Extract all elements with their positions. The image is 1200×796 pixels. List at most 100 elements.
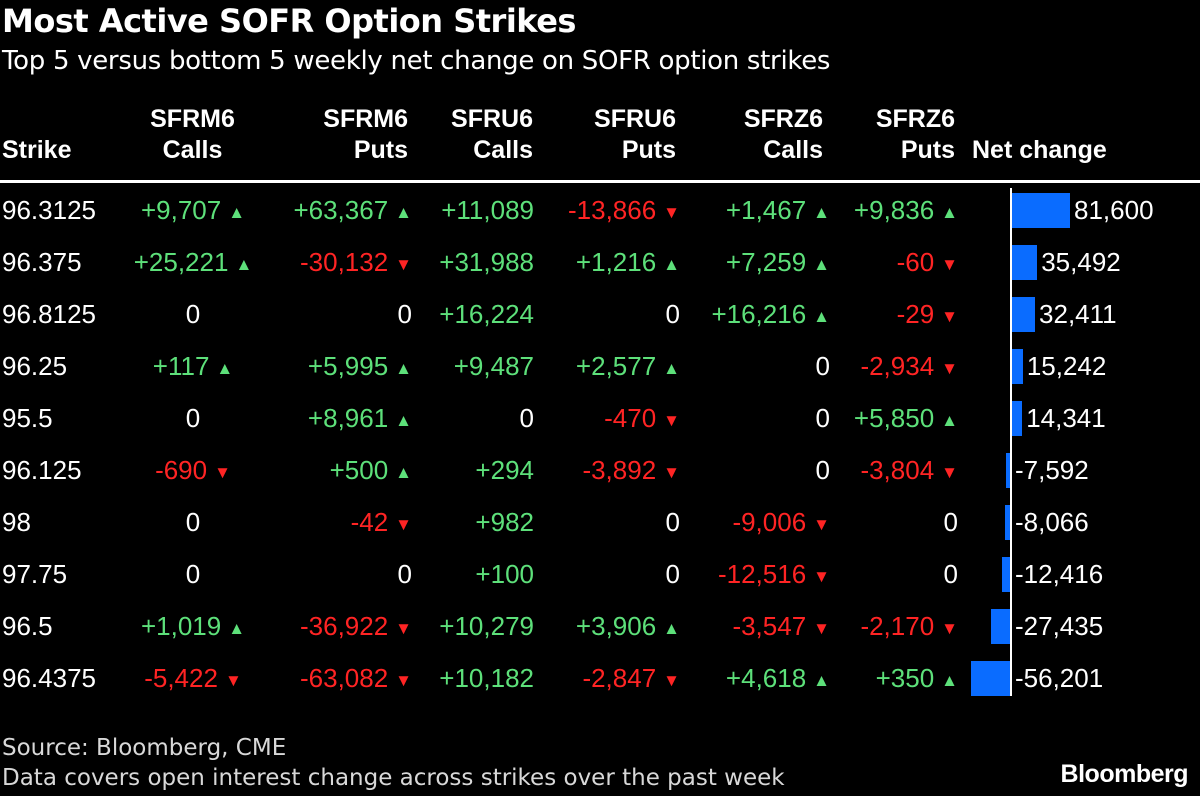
value-text: +500: [329, 455, 389, 485]
column-header-line1: SFRM6: [323, 105, 408, 133]
triangle-down-icon: ▼: [663, 463, 680, 482]
value-text: 0: [943, 559, 958, 589]
net-change-bar: [1005, 453, 1011, 488]
value-text: 0: [665, 299, 680, 329]
strike-cell: 96.4375: [2, 663, 96, 693]
triangle-down-icon: ▼: [663, 411, 680, 430]
column-header: SFRU6 Puts: [560, 104, 676, 166]
value-cell: +500 ▲: [270, 444, 412, 496]
triangle-up-icon: ▲: [216, 359, 234, 378]
value-text: +2,577: [575, 351, 657, 381]
net-change-bar: [1012, 349, 1023, 384]
net-change-label: 15,242: [1026, 351, 1107, 381]
value-text: -3,547: [732, 611, 807, 641]
net-change-bar: [1012, 297, 1036, 332]
value-text: +5,995: [307, 351, 389, 381]
value-cell: +1,467 ▲: [690, 184, 830, 236]
value-text: +31,988: [439, 247, 534, 277]
column-header: SFRZ6 Puts: [840, 104, 955, 166]
value-text: -12,516: [717, 559, 807, 589]
value-text: +8,961: [307, 403, 389, 433]
triangle-down-icon: ▼: [941, 255, 958, 274]
chart-title: Most Active SOFR Option Strikes: [2, 2, 576, 40]
column-header-line2: Puts: [353, 136, 408, 164]
value-cell: +31,988: [420, 236, 534, 288]
strike-cell: 96.125: [2, 455, 82, 485]
value-text: +16,224: [439, 299, 534, 329]
value-text: -3,804: [860, 455, 935, 485]
triangle-down-icon: ▼: [395, 515, 412, 534]
column-header-line2: Net change: [972, 136, 1107, 164]
value-cell: +16,224: [420, 288, 534, 340]
value-text: 0: [185, 507, 201, 537]
value-cell: +7,259 ▲: [690, 236, 830, 288]
triangle-down-icon: ▼: [395, 255, 412, 274]
value-cell: -3,892 ▼: [540, 444, 680, 496]
value-cell: +63,367 ▲: [270, 184, 412, 236]
value-text: -2,170: [860, 611, 935, 641]
value-cell: -5,422 ▼: [120, 652, 266, 704]
column-header-line2: Calls: [473, 136, 533, 164]
value-text: -2,847: [582, 663, 657, 693]
value-text: +16,216: [711, 299, 807, 329]
value-text: 0: [185, 299, 201, 329]
strike-cell: 95.5: [2, 403, 53, 433]
value-cell: +117 ▲: [120, 340, 266, 392]
value-cell: 0: [270, 548, 412, 600]
value-text: +1,467: [725, 195, 807, 225]
value-text: -13,866: [567, 195, 657, 225]
value-cell: -3,547 ▼: [690, 600, 830, 652]
value-text: +25,221: [133, 247, 229, 277]
net-change-label: 14,341: [1026, 403, 1106, 433]
column-header-line1: SFRZ6: [875, 105, 955, 133]
net-change-bar: [1012, 193, 1070, 228]
strike-cell: 96.25: [2, 351, 68, 381]
value-cell: 0: [690, 340, 830, 392]
triangle-up-icon: ▲: [395, 203, 412, 222]
triangle-down-icon: ▼: [395, 619, 412, 638]
column-header-line1: SFRU6: [451, 105, 533, 133]
value-cell: 0: [840, 548, 958, 600]
value-cell: 0: [840, 496, 958, 548]
column-header-line2: Puts: [900, 136, 955, 164]
value-cell: +5,850 ▲: [840, 392, 958, 444]
column-header: Strike: [2, 104, 71, 166]
value-cell: +9,836 ▲: [840, 184, 958, 236]
value-text: 0: [943, 507, 958, 537]
value-cell: -9,006 ▼: [690, 496, 830, 548]
value-cell: +9,487: [420, 340, 534, 392]
value-cell: -2,170 ▼: [840, 600, 958, 652]
value-cell: +25,221 ▲: [120, 236, 266, 288]
column-header: SFRU6 Calls: [420, 104, 533, 166]
triangle-up-icon: ▲: [941, 203, 958, 222]
value-text: +9,836: [853, 195, 935, 225]
value-cell: +350 ▲: [840, 652, 958, 704]
value-text: +4,618: [725, 663, 807, 693]
value-cell: -470 ▼: [540, 392, 680, 444]
value-text: +100: [475, 559, 534, 589]
value-cell: +1,019 ▲: [120, 600, 266, 652]
value-text: -30,132: [299, 247, 389, 277]
value-cell: 0: [270, 288, 412, 340]
value-text: +7,259: [725, 247, 807, 277]
value-cell: 0: [420, 392, 534, 444]
value-cell: -690 ▼: [120, 444, 266, 496]
value-text: 0: [185, 559, 201, 589]
header-divider: [0, 180, 1200, 183]
value-cell: 0: [120, 496, 266, 548]
value-text: +9,707: [140, 195, 222, 225]
net-change-bar: [971, 661, 1011, 696]
column-header-line1: [972, 104, 1107, 135]
value-text: +350: [875, 663, 935, 693]
triangle-up-icon: ▲: [395, 359, 412, 378]
value-text: -5,422: [144, 663, 218, 693]
triangle-up-icon: ▲: [941, 411, 958, 430]
triangle-up-icon: ▲: [395, 463, 412, 482]
value-cell: +1,216 ▲: [540, 236, 680, 288]
value-cell: +11,089: [420, 184, 534, 236]
triangle-up-icon: ▲: [228, 619, 246, 638]
column-header-line2: Puts: [621, 136, 676, 164]
value-text: 0: [815, 351, 830, 381]
value-cell: 0: [540, 288, 680, 340]
column-header-line1: SFRM6: [150, 105, 235, 133]
